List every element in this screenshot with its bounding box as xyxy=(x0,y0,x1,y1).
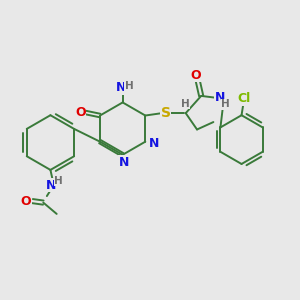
Text: N: N xyxy=(116,81,126,94)
Text: H: H xyxy=(54,176,63,186)
Text: H: H xyxy=(221,99,230,109)
Text: S: S xyxy=(160,106,170,120)
Text: Cl: Cl xyxy=(237,92,250,105)
Text: H: H xyxy=(125,80,134,91)
Text: N: N xyxy=(46,179,56,192)
Text: N: N xyxy=(119,156,129,169)
Text: O: O xyxy=(21,195,32,208)
Text: H: H xyxy=(181,99,190,109)
Text: N: N xyxy=(214,91,225,104)
Text: O: O xyxy=(75,106,86,119)
Text: N: N xyxy=(148,137,159,150)
Text: O: O xyxy=(191,69,201,82)
